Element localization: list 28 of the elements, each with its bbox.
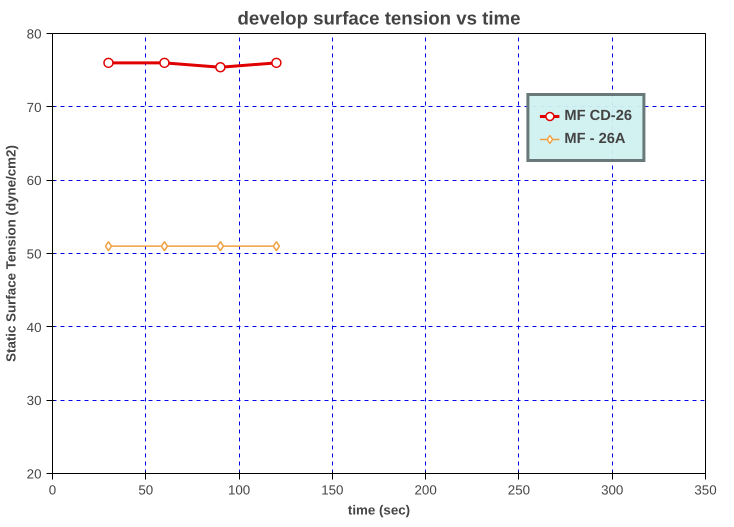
legend-label: MF - 26A xyxy=(564,131,626,147)
x-tick-label: 250 xyxy=(508,482,530,498)
y-tick-label: 50 xyxy=(26,246,42,262)
point xyxy=(216,240,224,252)
y-axis-title: Static Surface Tension (dyne/cm2) xyxy=(4,145,19,362)
x-tick-label: 100 xyxy=(228,482,250,498)
x-tick-label: 150 xyxy=(321,482,344,498)
x-tick-label: 300 xyxy=(601,482,624,498)
point xyxy=(159,58,170,68)
y-tick-label: 80 xyxy=(26,26,42,42)
point xyxy=(271,58,282,68)
x-tick-label: 350 xyxy=(694,482,717,498)
point xyxy=(215,62,226,72)
y-tick-label: 40 xyxy=(26,320,42,335)
point xyxy=(272,240,280,252)
x-tick-label: 200 xyxy=(414,482,437,498)
point xyxy=(160,240,168,252)
point xyxy=(104,240,112,252)
y-tick-label: 20 xyxy=(26,466,42,482)
x-tick-label: 50 xyxy=(138,482,154,498)
y-tick-label: 70 xyxy=(26,100,42,115)
x-tick-label: 0 xyxy=(48,482,56,498)
legend-label: MF CD-26 xyxy=(564,108,632,124)
y-tick-label: 30 xyxy=(26,393,42,408)
point xyxy=(103,58,114,68)
y-tick-label: 60 xyxy=(26,173,42,188)
x-axis-title: time (sec) xyxy=(348,502,410,518)
chart-title: develop surface tension vs time xyxy=(237,8,521,28)
